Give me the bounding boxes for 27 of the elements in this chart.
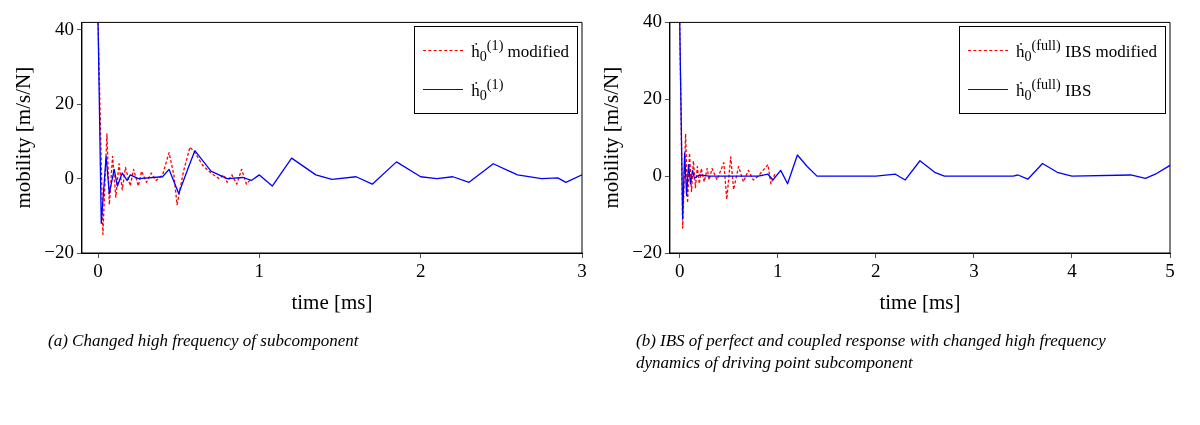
legend-label: ḣ$_{0}$$^{(full)}$ IBS bbox=[1015, 75, 1092, 106]
y-axis-title: mobility [m/s/N] bbox=[599, 66, 624, 209]
x-tick-label: 1 bbox=[773, 260, 783, 282]
y-tick-label: −20 bbox=[632, 240, 662, 262]
y-axis-title: mobility [m/s/N] bbox=[11, 66, 36, 209]
x-tick-label: 0 bbox=[93, 260, 103, 282]
legend-label: ḣ$_{0}$$^{(full)}$ IBS modified bbox=[1015, 36, 1157, 67]
y-tick-label: 0 bbox=[64, 166, 74, 188]
x-axis-title: time [ms] bbox=[291, 289, 373, 314]
y-tick-label: −20 bbox=[44, 240, 74, 262]
y-tick-label: 40 bbox=[642, 10, 662, 32]
x-tick-label: 1 bbox=[254, 260, 265, 282]
x-tick-label: 2 bbox=[871, 260, 881, 282]
x-axis-title: time [ms] bbox=[879, 289, 961, 314]
y-tick-label: 20 bbox=[642, 87, 662, 109]
text: (a) Changed high frequency of subcomponent bbox=[47, 330, 360, 352]
y-tick-label: 20 bbox=[54, 92, 74, 114]
x-tick-label: 3 bbox=[969, 260, 979, 282]
x-tick-label: 4 bbox=[1067, 260, 1078, 282]
legend-label: ḣ$_{0}$$^{(1)}$ modified bbox=[471, 36, 569, 67]
x-tick-label: 3 bbox=[577, 260, 587, 282]
text: (b) IBS of perfect and coupled response with changed high frequency dynamics of driving point subcomponent bbox=[635, 330, 1107, 374]
x-tick-label: 2 bbox=[415, 260, 426, 282]
x-tick-label: 5 bbox=[1165, 260, 1175, 282]
y-tick-label: 0 bbox=[652, 164, 662, 186]
y-tick-label: 40 bbox=[54, 17, 74, 39]
x-tick-label: 0 bbox=[674, 260, 685, 282]
